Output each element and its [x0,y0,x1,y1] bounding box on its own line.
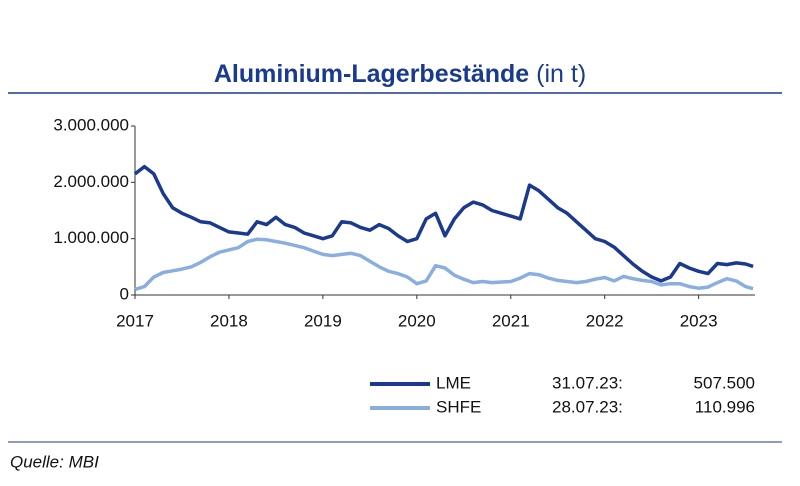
x-tick-label: 2021 [492,311,530,330]
x-tick-label: 2020 [398,311,436,330]
last-date: 28.07.23: [552,397,623,416]
y-tick-label: 0 [120,284,129,303]
last-value: 110.996 [695,397,755,416]
x-tick-label: 2017 [116,311,154,330]
last-date: 31.07.23: [552,373,623,392]
legend-label: SHFE [436,397,481,416]
chart-title: Aluminium-Lagerbestände (in t) [214,60,586,88]
legend-label: LME [436,373,471,392]
last-value: 507.500 [694,373,755,392]
x-tick-label: 2019 [304,311,342,330]
title-main: Aluminium-Lagerbestände [214,60,529,88]
line [134,237,754,292]
y-tick-label: 1.000.000 [53,228,129,247]
y-tick-label: 2.000.000 [53,172,129,191]
x-tick-label: 2022 [586,311,624,330]
line [133,164,754,283]
x-tick-label: 2023 [680,311,718,330]
source: Quelle: MBI [10,452,99,471]
x-tick-label: 2018 [210,311,248,330]
title-unit: (in t) [536,60,586,88]
y-tick-label: 3.000.000 [53,115,129,134]
